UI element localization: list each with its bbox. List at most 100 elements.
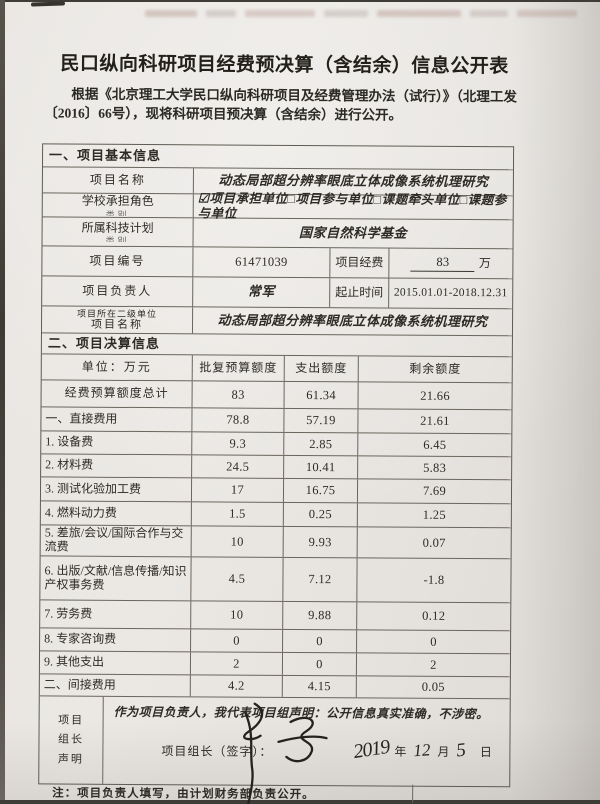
declaration-label-line1: 项目 bbox=[58, 714, 84, 727]
budget-spent-value: 0 bbox=[282, 630, 356, 652]
budget-approved-value: 9.3 bbox=[191, 432, 283, 455]
declaration-label-line3: 声明 bbox=[58, 753, 84, 766]
signature-date: 2019 年 12 月 5 日 bbox=[353, 738, 497, 762]
budget-row-label: 9. 其他支出 bbox=[40, 651, 190, 674]
budget-row-label: 2. 材料费 bbox=[41, 454, 191, 477]
budget-approved-value: 2 bbox=[190, 652, 282, 675]
budget-row-label: 经费预算额度总计 bbox=[42, 380, 192, 407]
form-title: 民口纵向科研项目经费预决算（含结余）信息公开表 bbox=[5, 48, 565, 78]
budget-spent-value: 2.85 bbox=[283, 433, 357, 455]
budget-remaining-value: 0.07 bbox=[357, 527, 511, 558]
budget-spent-value: 57.19 bbox=[283, 409, 357, 432]
date-year-handwritten: 2019 bbox=[352, 736, 391, 764]
budget-row-label: 5. 差旅/会议/国际合作与交流费 bbox=[41, 525, 191, 556]
project-fund-unit: 万 bbox=[479, 257, 491, 271]
handwritten-signature bbox=[218, 700, 339, 796]
project-number-label: 项目编号 bbox=[42, 246, 192, 276]
row-project-number: 项目编号 61471039 项目经费 83 万 bbox=[42, 245, 512, 278]
date-month-handwritten: 12 bbox=[413, 740, 431, 761]
row-role: 学校承担角色 类别 ☑项目承担单位□项目参与单位□课题牵头单位□课题参与单位 bbox=[43, 192, 513, 219]
program-label-line2-clipped: 类别 bbox=[106, 236, 130, 242]
budget-row-label: 3. 测试化验加工费 bbox=[41, 477, 191, 501]
budget-remaining-value: 21.66 bbox=[358, 382, 512, 409]
unit-project-value: 动态局部超分辨率眼底立体成像系统机理研究 bbox=[192, 307, 512, 335]
date-year-suffix: 年 bbox=[394, 746, 406, 760]
role-checkbox-options: ☑项目承担单位□项目参与单位□课题牵头单位□课题参与单位 bbox=[193, 194, 513, 219]
budget-spent-value: 61.34 bbox=[284, 382, 358, 408]
photo-left-edge bbox=[0, 0, 5, 800]
form-table: 一、项目基本信息 项目名称 动态局部超分辨率眼底立体成像系统机理研究 学校承担角… bbox=[38, 143, 514, 787]
declaration-label-line2: 组长 bbox=[58, 734, 84, 747]
project-number-value: 61471039 bbox=[192, 247, 329, 277]
budget-spent-value: 0 bbox=[282, 653, 356, 675]
budget-approved-value: 78.8 bbox=[191, 408, 283, 432]
budget-row-materials: 2. 材料费 24.5 10.41 5.83 bbox=[41, 453, 511, 479]
project-fund-label: 项目经费 bbox=[329, 248, 388, 277]
date-day-handwritten: 5 bbox=[455, 740, 467, 763]
role-label-line2-clipped: 类别 bbox=[106, 210, 130, 216]
budget-remaining-value: -1.8 bbox=[356, 558, 510, 602]
paper-document: 民口纵向科研项目经费预决算（含结余）信息公开表 根据《北京理工大学民口纵向科研项… bbox=[5, 2, 600, 800]
budget-row-label: 4. 燃料动力费 bbox=[41, 501, 191, 525]
budget-spent-header: 支出额度 bbox=[284, 356, 358, 381]
duration-label: 起止时间 bbox=[329, 278, 388, 307]
budget-row-fuel: 4. 燃料动力费 1.5 0.25 1.25 bbox=[41, 500, 511, 527]
program-value: 国家自然科学基金 bbox=[193, 218, 513, 248]
budget-header-row: 单位：万元 批复预算额度 支出额度 剩余额度 bbox=[42, 353, 512, 382]
budget-spent-value: 7.12 bbox=[282, 558, 356, 601]
row-leader: 项目负责人 常军 起止时间 2015.01.01-2018.12.31 bbox=[42, 275, 512, 308]
section1-title: 一、项目基本信息 bbox=[43, 144, 513, 169]
budget-row-labor: 7. 劳务费 10 9.88 0.12 bbox=[40, 599, 510, 630]
unit-project-label: 项目所在二级单位 项目名称 bbox=[42, 306, 192, 333]
budget-approved-value: 4.5 bbox=[190, 557, 282, 601]
date-month-suffix: 月 bbox=[437, 746, 449, 760]
date-day-suffix: 日 bbox=[480, 746, 492, 760]
budget-row-indirect: 二、间接费用 4.2 4.15 0.05 bbox=[40, 673, 510, 698]
budget-remaining-value: 5.83 bbox=[357, 456, 511, 479]
budget-spent-value: 16.75 bbox=[283, 479, 357, 502]
intro-paragraph: 根据《北京理工大学民口纵向科研项目及经费管理办法（试行）》（北理工发〔2016〕… bbox=[44, 84, 530, 125]
budget-spent-value: 9.93 bbox=[283, 527, 357, 557]
budget-row-other: 9. 其他支出 2 0 2 bbox=[40, 650, 510, 676]
budget-row-consulting: 8. 专家咨询费 0 0 0 bbox=[40, 627, 510, 653]
budget-row-total: 经费预算额度总计 83 61.34 21.66 bbox=[42, 379, 512, 409]
budget-approved-value: 83 bbox=[192, 381, 284, 408]
project-fund-value-cell: 83 万 bbox=[388, 249, 512, 279]
leader-value: 常军 bbox=[192, 277, 329, 307]
budget-row-label: 7. 劳务费 bbox=[40, 600, 190, 628]
budget-row-label: 一、直接费用 bbox=[41, 407, 191, 431]
row-unit-project: 项目所在二级单位 项目名称 动态局部超分辨率眼底立体成像系统机理研究 bbox=[42, 305, 512, 335]
budget-row-label: 6. 出版/文献/信息传播/知识产权事务费 bbox=[40, 556, 190, 600]
row-program: 所属科技计划 类别 国家自然科学基金 bbox=[43, 216, 513, 248]
budget-remaining-value: 0 bbox=[356, 630, 510, 653]
budget-row-travel: 5. 差旅/会议/国际合作与交流费 10 9.93 0.07 bbox=[41, 524, 511, 558]
unit-project-label-line2: 项目名称 bbox=[91, 319, 143, 332]
budget-row-direct: 一、直接费用 78.8 57.19 21.61 bbox=[41, 406, 511, 433]
budget-remaining-value: 2 bbox=[356, 653, 510, 676]
budget-row-testing: 3. 测试化验加工费 17 16.75 7.69 bbox=[41, 476, 511, 503]
budget-approved-value: 17 bbox=[191, 478, 283, 502]
budget-remaining-header: 剩余额度 bbox=[358, 356, 512, 382]
duration-value: 2015.01.01-2018.12.31 bbox=[388, 279, 512, 309]
budget-approved-value: 1.5 bbox=[191, 502, 283, 526]
budget-spent-value: 4.15 bbox=[282, 676, 356, 697]
leader-label: 项目负责人 bbox=[42, 276, 192, 306]
budget-approved-value: 10 bbox=[191, 526, 283, 557]
budget-approved-value: 10 bbox=[190, 601, 282, 629]
project-fund-amount: 83 bbox=[411, 255, 475, 272]
budget-approved-value: 24.5 bbox=[191, 455, 283, 478]
row-project-name: 项目名称 动态局部超分辨率眼底立体成像系统机理研究 bbox=[43, 166, 513, 195]
budget-approved-header: 批复预算额度 bbox=[192, 355, 284, 381]
budget-approved-value: 0 bbox=[190, 629, 282, 652]
budget-row-label: 二、间接费用 bbox=[40, 674, 190, 696]
role-label-line1: 学校承担角色 bbox=[82, 195, 154, 209]
budget-remaining-value: 0.12 bbox=[356, 602, 510, 630]
program-label-line1: 所属科技计划 bbox=[82, 221, 154, 235]
declaration-label: 项目 组长 声明 bbox=[39, 696, 103, 783]
budget-remaining-value: 1.25 bbox=[357, 503, 511, 527]
budget-remaining-value: 7.69 bbox=[357, 479, 511, 503]
budget-row-publication: 6. 出版/文献/信息传播/知识产权事务费 4.5 7.12 -1.8 bbox=[40, 555, 510, 602]
project-name-label: 项目名称 bbox=[43, 167, 193, 193]
budget-approved-value: 4.2 bbox=[190, 675, 282, 697]
